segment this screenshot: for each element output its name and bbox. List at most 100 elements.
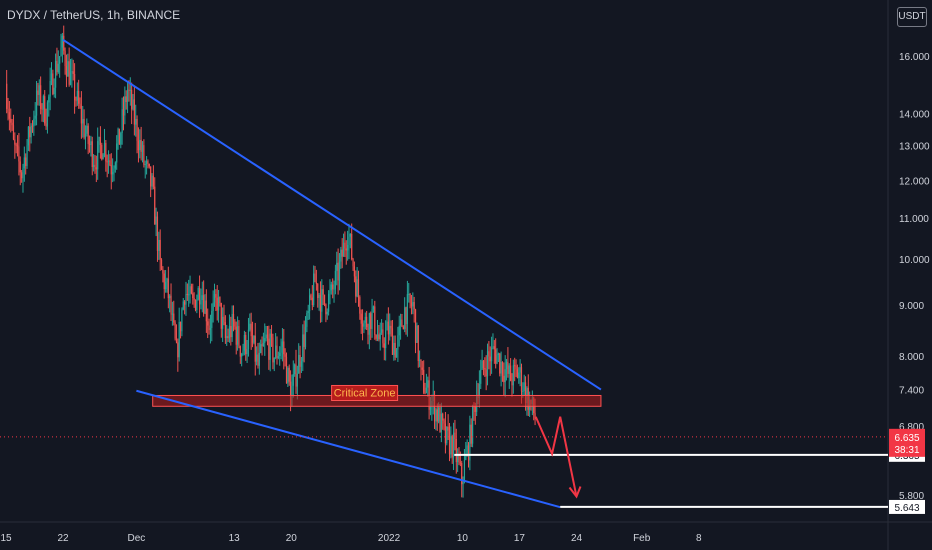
- candle-body: [332, 284, 334, 290]
- candle-body: [364, 316, 366, 323]
- x-tick-label: Feb: [633, 533, 651, 544]
- current-price-label: 6.635: [894, 433, 919, 444]
- candle-body: [480, 369, 482, 384]
- candle-body: [171, 313, 173, 315]
- y-tick-label: 9.000: [899, 301, 924, 312]
- currency-button[interactable]: USDT: [897, 7, 927, 27]
- candle-body: [212, 302, 214, 311]
- candle-body: [226, 336, 228, 339]
- candle-body: [145, 161, 148, 165]
- candle-body: [44, 96, 46, 124]
- candle-body: [68, 61, 70, 85]
- candle-body: [440, 413, 442, 433]
- candle-body: [141, 145, 144, 152]
- candle-body: [18, 146, 20, 162]
- candle-body: [90, 141, 92, 146]
- candle-body: [249, 323, 251, 330]
- candle-body: [235, 326, 237, 345]
- candle-body: [469, 424, 471, 461]
- candle-body: [399, 319, 402, 326]
- candle-body: [7, 108, 9, 113]
- candle-body: [281, 341, 284, 347]
- candle-body: [463, 460, 466, 482]
- candle-body: [375, 334, 377, 339]
- y-tick-label: 10.000: [899, 255, 930, 266]
- candle-body: [294, 364, 296, 375]
- candle-body: [401, 319, 403, 327]
- candle-body: [112, 172, 114, 175]
- candle-body: [181, 309, 183, 332]
- candle-body: [190, 286, 193, 294]
- candle-body: [277, 356, 279, 359]
- candle-body: [144, 164, 146, 166]
- candle-body: [155, 216, 157, 225]
- candle-body: [215, 294, 217, 298]
- candle-body: [46, 102, 49, 127]
- candle-body: [102, 154, 104, 160]
- candle-body: [328, 293, 330, 312]
- candle-body: [501, 362, 504, 376]
- candle-body: [204, 300, 206, 314]
- candle-body: [342, 242, 345, 257]
- candle-body: [413, 302, 415, 310]
- candle-body: [493, 346, 495, 350]
- candle-body: [103, 143, 106, 155]
- candle-body: [438, 407, 440, 422]
- x-tick-label: 8: [696, 533, 702, 544]
- candle-body: [276, 345, 278, 359]
- candle-body: [379, 332, 381, 340]
- candle-body: [427, 380, 429, 388]
- candle-body: [314, 273, 316, 283]
- candle-body: [207, 321, 209, 326]
- candle-body: [209, 327, 212, 331]
- candle-body: [84, 133, 87, 138]
- candle-body: [499, 353, 501, 374]
- candle-body: [300, 361, 303, 367]
- candle-body: [454, 432, 456, 440]
- candle-body: [359, 297, 361, 314]
- candle-body: [219, 296, 221, 304]
- candle-body: [488, 351, 490, 357]
- candle-body: [360, 313, 362, 324]
- candle-body: [419, 359, 421, 361]
- candle-body: [223, 316, 225, 323]
- candle-body: [170, 295, 172, 315]
- candle-body: [511, 380, 513, 386]
- candle-body: [302, 334, 304, 362]
- candle-body: [318, 294, 320, 298]
- candle-body: [355, 276, 357, 297]
- candle-body: [313, 273, 315, 306]
- candle-body: [505, 361, 508, 370]
- candle-body: [184, 301, 186, 305]
- candle-body: [485, 369, 487, 377]
- candle-body: [298, 355, 300, 374]
- candle-body: [239, 346, 241, 357]
- candle-body: [86, 125, 88, 134]
- x-tick-label: 13: [229, 533, 241, 544]
- candle-body: [397, 335, 399, 350]
- candle-body: [166, 278, 168, 283]
- candle-body: [165, 282, 167, 290]
- candle-body: [114, 162, 116, 169]
- candle-body: [292, 374, 294, 386]
- candle-body: [322, 289, 324, 295]
- candle-body: [30, 125, 32, 138]
- candle-body: [87, 125, 89, 144]
- candle-body: [382, 329, 384, 344]
- candle-body: [321, 289, 323, 312]
- candle-body: [462, 481, 464, 485]
- candle-body: [12, 125, 15, 140]
- candle-body: [151, 175, 153, 187]
- candle-body: [258, 352, 260, 366]
- candle-body: [306, 312, 308, 327]
- candle-body: [279, 352, 281, 357]
- candle-body: [94, 164, 96, 168]
- candle-body: [230, 326, 232, 338]
- candle-body: [329, 290, 331, 294]
- candle-body: [361, 323, 364, 327]
- candle-body: [80, 105, 82, 124]
- candle-body: [514, 365, 516, 367]
- candle-body: [491, 347, 493, 362]
- candle-body: [448, 430, 451, 455]
